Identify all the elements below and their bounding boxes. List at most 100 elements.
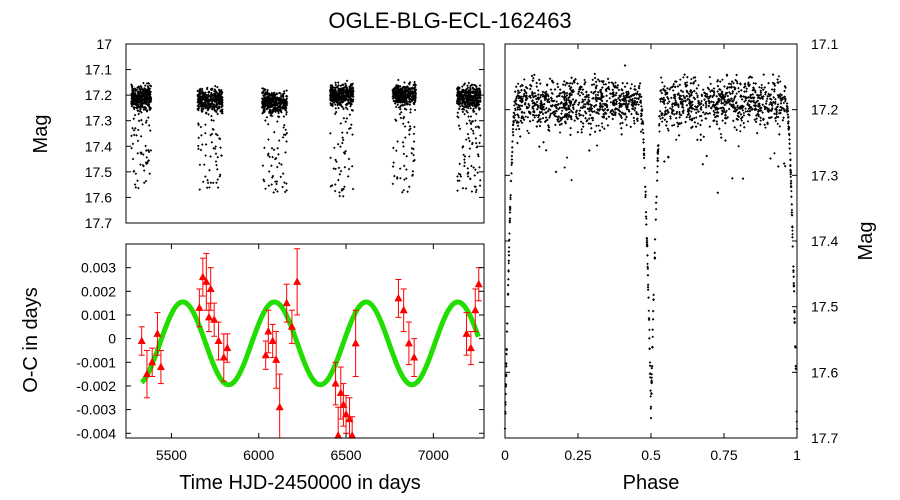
phased-point [725, 74, 729, 77]
lc-point [465, 109, 468, 113]
lc-point [137, 93, 140, 97]
phased-point [685, 115, 688, 119]
lc-point [462, 95, 465, 99]
lc-point [341, 100, 345, 104]
lc-point [144, 149, 148, 152]
oc-ytick-label: -0.004 [76, 425, 116, 441]
lc-point [139, 95, 143, 99]
lc-point [136, 98, 140, 102]
lc-point [143, 90, 146, 94]
oc-point [293, 277, 302, 285]
lc-point [458, 99, 461, 103]
lc-point [132, 133, 136, 137]
lc-point [130, 88, 134, 92]
lc-point [130, 101, 134, 105]
lc-point [200, 107, 204, 111]
lc-point [472, 107, 475, 110]
lc-point [347, 100, 350, 104]
lc-point [332, 94, 335, 98]
oc-point [268, 336, 277, 344]
phased-point [509, 179, 513, 183]
lc-point [278, 105, 282, 108]
phased-point [623, 85, 627, 88]
lc-point [407, 120, 410, 124]
phased-point [546, 118, 549, 122]
lc-point [403, 88, 407, 92]
phased-point [604, 83, 608, 86]
lc-point [336, 103, 339, 107]
lc-point [279, 103, 283, 106]
phased-point [774, 117, 777, 120]
phased-point [659, 76, 663, 79]
lc-point [403, 95, 407, 99]
lc-point [329, 97, 332, 100]
phased-point [590, 83, 594, 87]
lc-point [267, 152, 270, 155]
phased-point [790, 213, 794, 217]
phased-point [732, 98, 736, 102]
lc-point [276, 109, 280, 112]
phased-point [774, 119, 778, 123]
phased-point [520, 104, 524, 108]
lc-point [141, 123, 144, 126]
lc-point [204, 111, 208, 114]
lc-point [217, 88, 221, 92]
lc-point [478, 87, 482, 91]
lc-point [134, 98, 138, 102]
lc-point [148, 84, 152, 87]
lc-point [344, 120, 348, 123]
phased-point [689, 82, 693, 85]
lc-point [284, 151, 287, 154]
phased-point [667, 129, 670, 132]
lc-point [283, 181, 286, 184]
oc-point [410, 353, 419, 361]
phased-point [658, 114, 661, 118]
phased-point [621, 81, 624, 85]
phased-point [520, 89, 523, 92]
lc-point [410, 147, 414, 150]
lc-point [272, 106, 276, 109]
lc-point [270, 176, 274, 179]
phased-point [654, 207, 658, 211]
lc-point [285, 89, 288, 92]
phased-point [705, 92, 709, 96]
lc-point [345, 131, 349, 135]
lc-point [458, 105, 462, 108]
lc-point [276, 146, 279, 150]
lc-point [343, 165, 347, 169]
lc-point [463, 155, 467, 158]
phased-point [612, 82, 615, 86]
lc-point [141, 105, 144, 109]
phased-point [606, 77, 610, 81]
lc-point [339, 145, 342, 148]
lc-point [466, 86, 470, 90]
lc-point [276, 120, 279, 123]
phased-point [768, 94, 771, 98]
phased-point [589, 103, 592, 106]
lc-point [344, 149, 347, 153]
phased-point [549, 88, 553, 91]
phased-point [645, 217, 648, 220]
phased-point [792, 270, 795, 274]
lc-point [137, 186, 140, 190]
lc-point [130, 146, 133, 150]
lc-point [459, 175, 463, 178]
lc-point [405, 90, 408, 94]
lc-point [206, 104, 209, 107]
phased-point [700, 119, 704, 122]
phased-point [725, 109, 728, 113]
lc-point [469, 107, 473, 110]
lc-point [216, 92, 220, 96]
lc-point [271, 110, 275, 113]
phased-point [737, 86, 740, 90]
lc-point [147, 91, 151, 95]
phased-point [774, 100, 777, 104]
lc-point [468, 86, 472, 90]
lc-point [147, 116, 150, 119]
phased-point [676, 121, 679, 124]
lc-point [405, 96, 408, 100]
lc-point [474, 90, 478, 93]
lc-point [221, 111, 224, 115]
